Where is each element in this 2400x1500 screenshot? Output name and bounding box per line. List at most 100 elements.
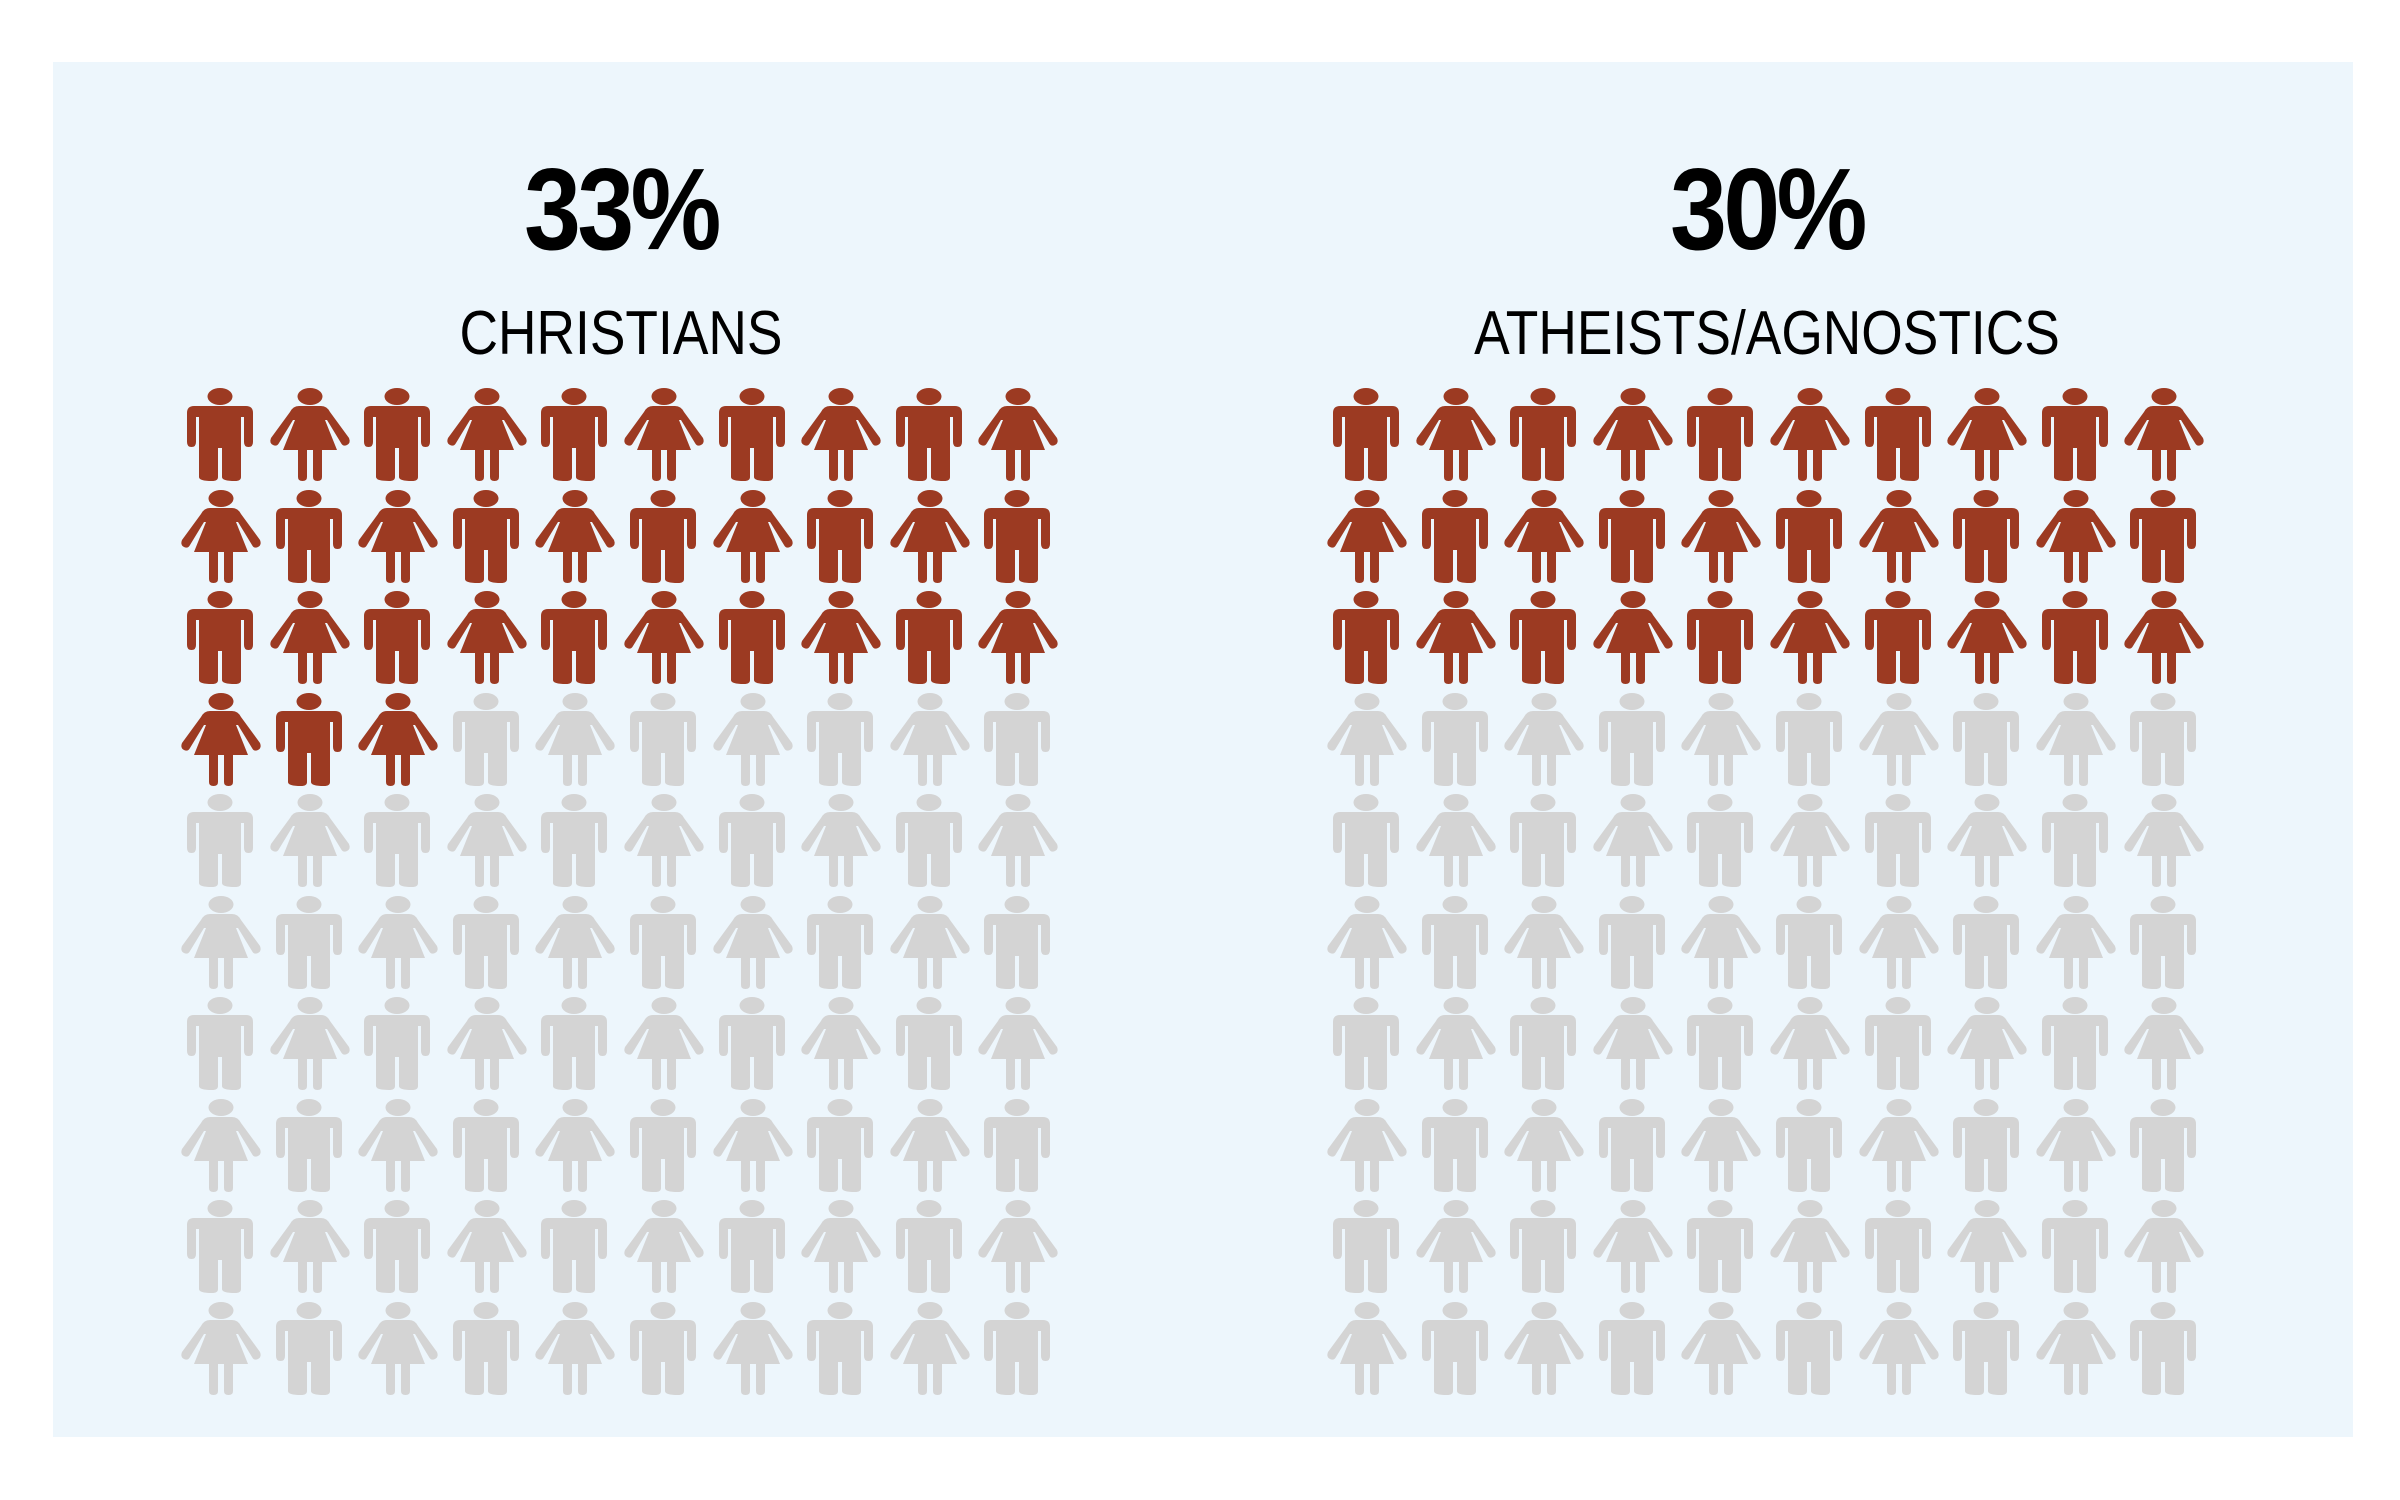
woman-icon (1681, 1301, 1769, 1403)
woman-icon (535, 489, 623, 591)
man-icon (541, 997, 629, 1098)
woman-icon (269, 388, 358, 489)
woman-icon (447, 794, 535, 895)
woman-icon (358, 489, 446, 591)
man-icon (187, 388, 275, 489)
woman-icon (801, 388, 889, 489)
man-icon (2130, 895, 2218, 997)
man-icon (1510, 591, 1598, 692)
woman-icon (801, 794, 889, 895)
woman-icon (1947, 997, 2035, 1098)
man-icon (807, 1098, 895, 1200)
woman-icon (1947, 1200, 2035, 1301)
man-icon (452, 1301, 541, 1403)
man-icon (275, 1301, 364, 1403)
woman-icon (1504, 489, 1592, 591)
woman-icon (1593, 591, 1681, 692)
man-icon (187, 997, 275, 1098)
infographic-panel: 33% CHRISTIANS 30% ATHEISTS/AGNOSTICS (53, 62, 2353, 1437)
woman-icon (1327, 895, 1415, 997)
man-icon (1510, 388, 1598, 489)
woman-icon (447, 997, 535, 1098)
woman-icon (535, 1301, 623, 1403)
woman-icon (181, 895, 269, 997)
man-icon (452, 489, 541, 591)
woman-icon (1327, 692, 1415, 794)
woman-icon (1327, 1098, 1415, 1200)
atheists-agnostics-chart: 30% ATHEISTS/AGNOSTICS (1317, 62, 2217, 1437)
man-icon (984, 895, 1072, 997)
christians-label: CHRISTIANS (459, 299, 783, 368)
woman-icon (2124, 794, 2212, 895)
woman-icon (447, 1200, 535, 1301)
christians-icon-grid (181, 388, 1073, 1403)
woman-icon (1681, 1098, 1769, 1200)
man-icon (452, 1098, 541, 1200)
woman-icon (2036, 692, 2124, 794)
man-icon (1864, 794, 1953, 895)
woman-icon (447, 591, 535, 692)
man-icon (807, 489, 895, 591)
man-icon (541, 794, 629, 895)
woman-icon (269, 794, 358, 895)
woman-icon (1770, 591, 1858, 692)
man-icon (1776, 692, 1864, 794)
man-icon (630, 1098, 718, 1200)
woman-icon (1415, 1200, 1504, 1301)
woman-icon (712, 1301, 801, 1403)
woman-icon (1681, 692, 1769, 794)
man-icon (1333, 794, 1421, 895)
woman-icon (1504, 895, 1592, 997)
woman-icon (1947, 591, 2035, 692)
woman-icon (624, 794, 712, 895)
woman-icon (712, 489, 801, 591)
woman-icon (1858, 489, 1947, 591)
man-icon (2130, 1098, 2218, 1200)
atheists-agnostics-label: ATHEISTS/AGNOSTICS (1474, 299, 2060, 368)
man-icon (718, 794, 807, 895)
woman-icon (358, 1301, 446, 1403)
man-icon (807, 895, 895, 997)
man-icon (895, 1200, 984, 1301)
man-icon (1864, 388, 1953, 489)
woman-icon (801, 1200, 889, 1301)
woman-icon (1947, 388, 2035, 489)
woman-icon (358, 692, 446, 794)
woman-icon (1593, 794, 1681, 895)
man-icon (895, 388, 984, 489)
woman-icon (801, 997, 889, 1098)
woman-icon (1593, 997, 1681, 1098)
man-icon (452, 895, 541, 997)
man-icon (1598, 895, 1687, 997)
woman-icon (978, 1200, 1066, 1301)
woman-icon (1858, 1301, 1947, 1403)
woman-icon (535, 895, 623, 997)
man-icon (2130, 489, 2218, 591)
man-icon (2041, 591, 2130, 692)
man-icon (718, 591, 807, 692)
man-icon (1510, 794, 1598, 895)
man-icon (630, 1301, 718, 1403)
woman-icon (1593, 388, 1681, 489)
woman-icon (269, 1200, 358, 1301)
woman-icon (978, 591, 1066, 692)
man-icon (718, 997, 807, 1098)
man-icon (984, 1301, 1072, 1403)
man-icon (630, 692, 718, 794)
woman-icon (890, 489, 978, 591)
woman-icon (712, 1098, 801, 1200)
man-icon (718, 1200, 807, 1301)
man-icon (984, 1098, 1072, 1200)
woman-icon (712, 895, 801, 997)
man-icon (1598, 489, 1687, 591)
man-icon (1421, 895, 1510, 997)
man-icon (364, 591, 452, 692)
woman-icon (1858, 1098, 1947, 1200)
woman-icon (2036, 1098, 2124, 1200)
woman-icon (1858, 692, 1947, 794)
man-icon (275, 895, 364, 997)
man-icon (1776, 489, 1864, 591)
man-icon (1421, 1301, 1510, 1403)
woman-icon (1327, 489, 1415, 591)
woman-icon (535, 1098, 623, 1200)
